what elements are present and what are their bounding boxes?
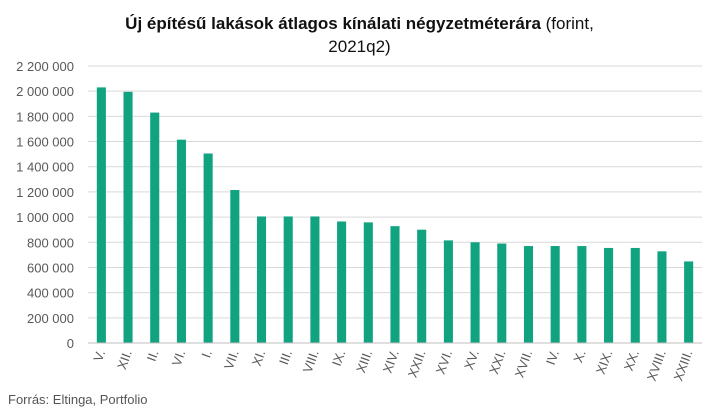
x-axis-tick-labels: V. XII. II. VI. I. VII. XI. III. VIII. IX. XIII. XI…	[90, 348, 695, 383]
bar	[630, 247, 640, 343]
bar	[443, 240, 453, 343]
bar	[150, 112, 160, 343]
bar	[230, 190, 240, 343]
x-tick-label: II.	[144, 348, 162, 363]
bars	[96, 87, 694, 344]
bar	[337, 221, 347, 343]
x-tick-label: XVI.	[433, 348, 456, 376]
y-tick-label: 800 000	[27, 235, 74, 250]
x-tick-label: XX.	[621, 348, 642, 373]
bar	[417, 229, 427, 343]
x-tick-label: V.	[90, 348, 108, 364]
x-tick-label: XV.	[461, 348, 482, 372]
bar	[363, 222, 373, 343]
source-note: Forrás: Eltinga, Portfolio	[8, 392, 148, 407]
chart-title-bold: Új építésű lakások átlagos kínálati négy…	[125, 14, 541, 33]
chart-title-unit: (forint,	[540, 14, 594, 33]
y-tick-label: 1 600 000	[16, 135, 74, 150]
y-tick-label: 600 000	[27, 260, 74, 275]
y-tick-label: 1 200 000	[16, 185, 74, 200]
x-tick-label: XXI.	[486, 348, 509, 376]
bar	[604, 247, 614, 343]
bar	[497, 243, 507, 343]
y-tick-label: 400 000	[27, 286, 74, 301]
y-tick-label: 2 000 000	[16, 84, 74, 99]
bar	[283, 216, 293, 343]
y-tick-label: 1 400 000	[16, 160, 74, 175]
bar	[123, 91, 133, 343]
bar	[96, 87, 106, 344]
x-tick-label: XI.	[249, 348, 269, 368]
bar	[550, 246, 560, 343]
x-tick-label: III.	[276, 348, 295, 367]
x-tick-label: VI.	[169, 348, 189, 368]
x-tick-label: XIII.	[353, 348, 375, 375]
x-tick-label: XXII.	[405, 348, 429, 380]
x-tick-label: XII.	[114, 348, 135, 371]
bar	[176, 139, 186, 343]
x-tick-label: VII.	[221, 348, 242, 371]
x-tick-label: VIII.	[300, 348, 322, 375]
chart-title-period: 2021q2)	[328, 37, 391, 56]
x-tick-label: IX.	[329, 348, 349, 368]
x-tick-label: I.	[198, 348, 215, 360]
x-tick-label: XIX.	[593, 348, 616, 376]
bar	[684, 261, 694, 343]
bar	[523, 246, 534, 343]
y-axis-tick-labels: 0 200 000 400 000 600 000 800 000 1 000 000 1 …	[16, 59, 74, 351]
x-tick-label: XXIII.	[671, 348, 696, 383]
y-tick-label: 1 000 000	[16, 210, 74, 225]
chart-title: Új építésű lakások átlagos kínálati négy…	[0, 12, 719, 58]
y-tick-label: 1 800 000	[16, 109, 74, 124]
y-tick-label: 2 200 000	[16, 59, 74, 74]
x-tick-label: IV.	[543, 348, 562, 367]
y-tick-label: 200 000	[27, 311, 74, 326]
x-tick-label: X.	[570, 348, 588, 365]
x-tick-label: XVIII.	[644, 348, 669, 383]
x-tick-label: XIV.	[380, 348, 402, 375]
bar	[577, 246, 587, 343]
bar	[310, 216, 320, 343]
bar	[657, 251, 667, 343]
bar	[256, 216, 267, 343]
bar	[203, 153, 213, 343]
y-tick-label: 0	[67, 336, 74, 351]
bar	[390, 226, 400, 343]
x-tick-label: XVII.	[512, 348, 536, 380]
bar	[470, 242, 480, 343]
